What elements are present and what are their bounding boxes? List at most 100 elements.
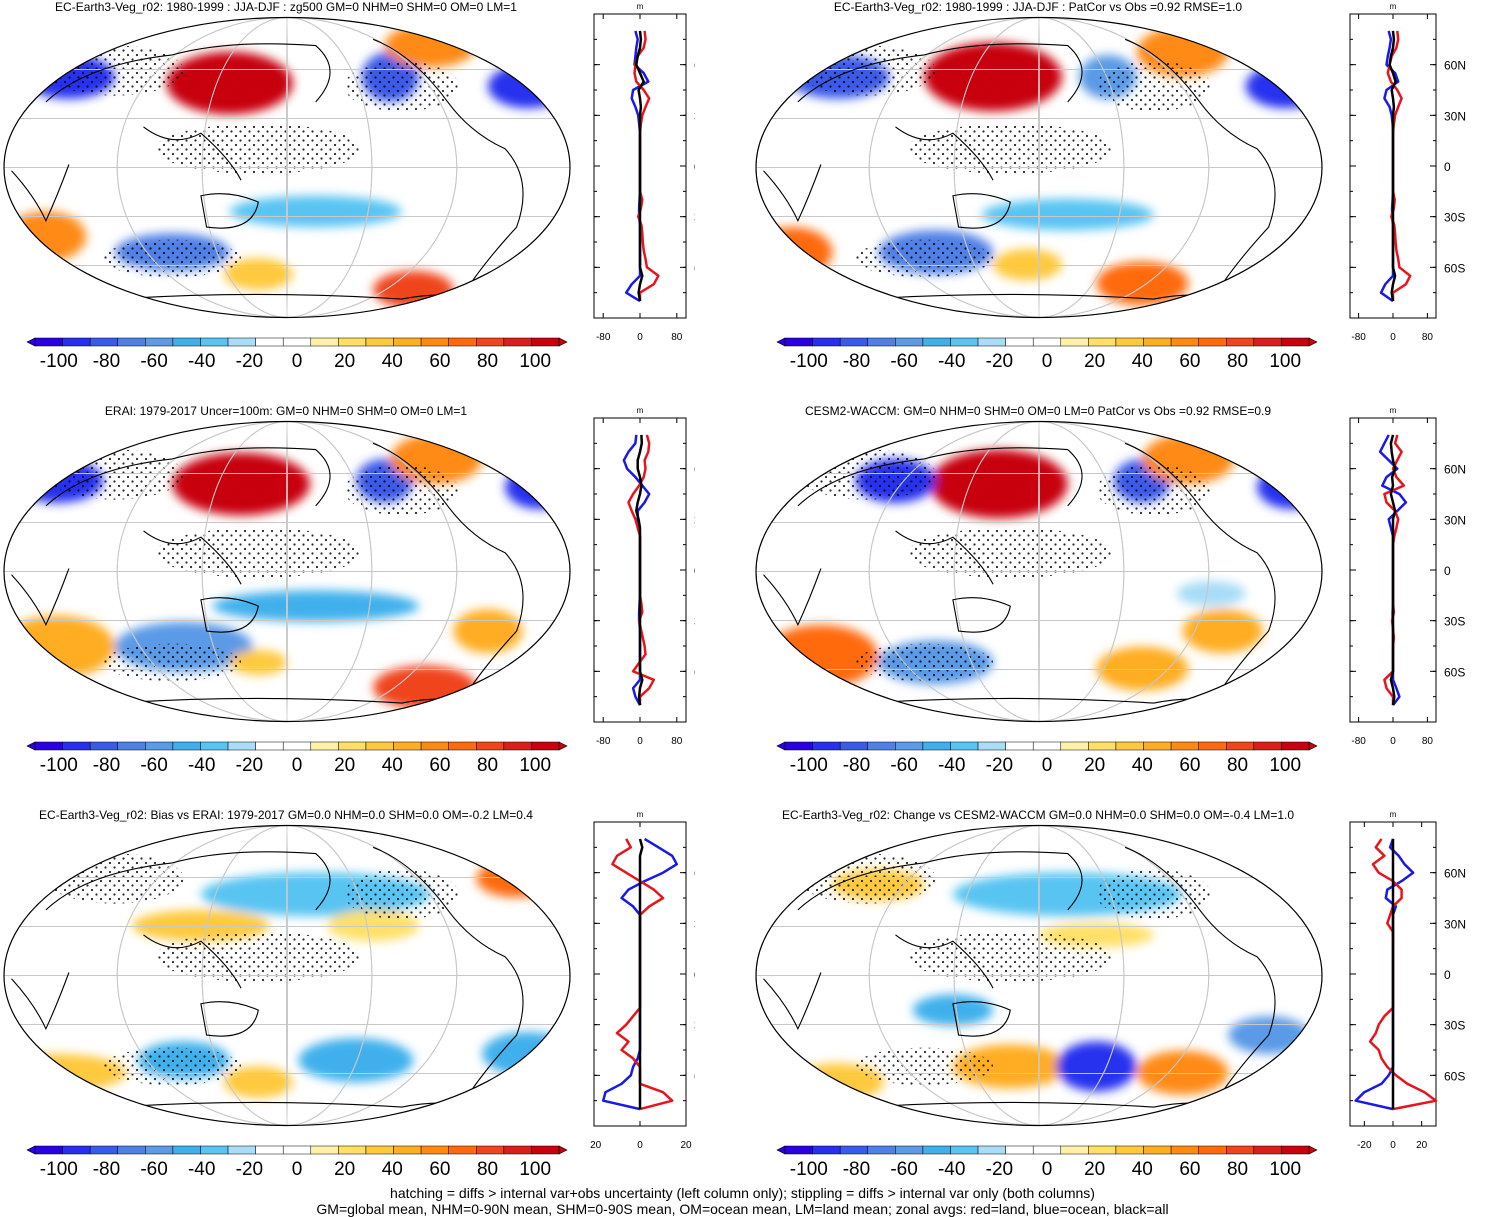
colorbar-swatch: [1005, 1145, 1034, 1155]
colorbar-swatch: [117, 741, 146, 751]
map-field: [4, 421, 570, 722]
panel-title: EC-Earth3-Veg_r02: 1980-1999 : JJA-DJF :…: [833, 0, 1243, 14]
coastline: [45, 43, 331, 103]
colorbar-swatch: [1281, 1145, 1310, 1155]
colorbar-swatch: [448, 741, 477, 751]
zonal-ytick-label: 30S: [1444, 1019, 1465, 1033]
graticule-meridian: [1038, 421, 1040, 722]
stippling-patch: [45, 853, 184, 904]
colorbar-tick-label: 60: [1179, 755, 1200, 776]
colorbar-swatch: [145, 337, 174, 347]
colorbar-swatch: [839, 1145, 868, 1155]
coastline: [45, 447, 331, 507]
footnote-line-2: GM=global mean, NHM=0-90N mean, SHM=0-90…: [316, 1201, 1169, 1217]
zonal-all-series: [635, 30, 645, 302]
colorbar: -100 -80 -60 -40 -20 0 20 40 60 80 100: [776, 337, 1318, 372]
colorbar-swatch: [365, 1145, 394, 1155]
graticule-meridian: [1038, 825, 1040, 1126]
zonal-xtick-label: 80: [1422, 332, 1434, 340]
zonal-ytick-label: 30S: [694, 211, 695, 225]
zonal-mean-plot: m -80 0 80 60N 30N 0 30S 60S: [1349, 406, 1466, 744]
stippling-patch: [344, 869, 460, 920]
graticule-meridian: [116, 825, 458, 1126]
stippling-patch: [344, 465, 460, 516]
colorbar-tick-label: -40: [188, 1159, 215, 1180]
map-panel: [3, 16, 571, 319]
anomaly-blob: [453, 609, 523, 654]
colorbar-tick-label: -20: [986, 1159, 1013, 1180]
zonal-unit-label: m: [637, 2, 644, 11]
coastline: [797, 447, 1083, 507]
colorbar-tick-label: -100: [40, 351, 78, 372]
zonal-ytick-label: 0: [1444, 968, 1451, 982]
graticule-meridian: [116, 17, 458, 318]
stippling-patch: [154, 527, 362, 578]
colorbar-swatch: [255, 337, 284, 347]
colorbar: -100 -80 -60 -40 -20 0 20 40 60 80 100: [26, 337, 568, 372]
colorbar-tick-label: -20: [986, 755, 1013, 776]
colorbar-tick-label: 80: [1227, 1159, 1248, 1180]
map-panel: [755, 824, 1323, 1127]
colorbar-swatch: [393, 337, 422, 347]
colorbar-swatch: [420, 337, 449, 347]
zonal-xtick-label: -20: [590, 1140, 602, 1148]
colorbar-swatch: [145, 741, 174, 751]
zonal-mean-plot: m -80 0 80 60N 30N 0 30S 60S: [593, 406, 695, 744]
graticule-meridian: [953, 421, 1125, 722]
stippling-patch: [45, 45, 184, 96]
stippling-patch: [906, 123, 1114, 174]
colorbar-swatch: [476, 741, 505, 751]
colorbar-tick-label: 100: [1269, 351, 1301, 372]
colorbar-tick-label: -20: [236, 351, 263, 372]
colorbar-end-low: [776, 337, 786, 347]
graticule-meridian: [868, 421, 1210, 722]
zonal-ytick-label: 0: [694, 160, 695, 174]
zonal-ytick-label: 0: [1444, 564, 1451, 578]
colorbar-swatch: [812, 1145, 841, 1155]
colorbar-tick-label: -20: [236, 755, 263, 776]
coastline: [797, 43, 1083, 103]
colorbar-swatch: [420, 741, 449, 751]
graticule-meridian: [201, 421, 373, 722]
colorbar-swatch: [1088, 1145, 1117, 1155]
colorbar-swatch: [1032, 337, 1062, 347]
map-outline: [3, 824, 571, 1127]
colorbar-swatch: [503, 1145, 532, 1155]
zonal-all-series: [1388, 30, 1397, 302]
zonal-ytick-label: 30S: [1444, 211, 1465, 225]
colorbar-swatch: [977, 741, 1006, 751]
colorbar-tick-label: -20: [236, 1159, 263, 1180]
coastline: [952, 597, 1011, 633]
anomaly-blob: [1056, 1041, 1137, 1092]
graticule-meridian: [953, 17, 1125, 318]
anomaly-blob: [229, 195, 402, 228]
colorbar-tick-label: 0: [292, 351, 303, 372]
colorbar: -100 -80 -60 -40 -20 0 20 40 60 80 100: [776, 1145, 1318, 1180]
colorbar-swatch: [338, 337, 367, 347]
colorbar-tick-label: -40: [938, 755, 965, 776]
anomaly-blob: [223, 258, 293, 290]
colorbar: -100 -80 -60 -40 -20 0 20 40 60 80 100: [26, 1145, 568, 1180]
colorbar-swatch: [282, 741, 312, 751]
colorbar-swatch: [200, 1145, 229, 1155]
colorbar-tick-label: 100: [1269, 1159, 1301, 1180]
anomaly-blob: [993, 249, 1062, 281]
zonal-ytick-label: 60N: [1444, 463, 1466, 477]
colorbar-end-high: [1308, 741, 1318, 751]
zonal-ytick-label: 0: [694, 968, 695, 982]
coastline: [200, 597, 259, 633]
stippling-patch: [103, 1047, 242, 1086]
coastline: [763, 972, 822, 1031]
zonal-xtick-label: 0: [637, 736, 643, 744]
zonal-unit-label: m: [1390, 2, 1397, 11]
anomaly-blob: [929, 449, 1068, 519]
coastline: [200, 1001, 259, 1037]
graticule-meridian: [201, 825, 373, 1126]
stippling-patch: [45, 449, 184, 500]
anomaly-blob: [756, 227, 833, 278]
coastline: [952, 1001, 1011, 1037]
zonal-xtick-label: 80: [1422, 736, 1434, 744]
colorbar-swatch: [950, 1145, 979, 1155]
colorbar-swatch: [977, 1145, 1006, 1155]
stippling-patch: [797, 853, 936, 904]
